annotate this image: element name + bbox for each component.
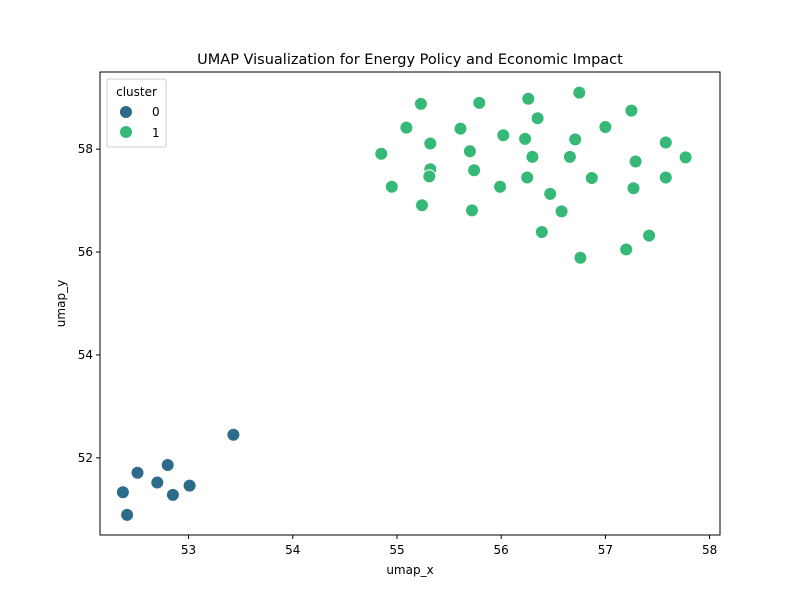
point-cluster-1-23 [520,170,535,185]
point-cluster-1-13 [658,135,673,150]
legend-marker-1 [119,125,133,139]
chart-title: UMAP Visualization for Energy Policy and… [197,52,623,68]
point-cluster-1-26 [384,179,399,194]
point-cluster-1-33 [534,225,549,239]
y-tick-label-1: 54 [78,348,93,362]
x-axis: 53 54 55 56 57 58 [181,535,717,557]
point-cluster-1-34 [642,228,657,243]
legend-title: cluster [116,85,157,99]
point-cluster-0-4 [115,485,130,500]
point-cluster-1-21 [467,163,482,178]
legend-label-0: 0 [152,105,160,119]
points-layer [115,85,693,522]
x-tick-label-2: 55 [389,543,404,557]
point-cluster-0-6 [182,478,197,493]
point-cluster-1-22 [422,169,437,184]
point-cluster-1-30 [415,198,429,213]
point-cluster-1-32 [554,204,569,219]
x-tick-label-3: 56 [494,543,509,557]
point-cluster-1-29 [626,181,641,196]
point-cluster-1-7 [496,128,511,143]
legend-label-1: 1 [152,126,160,140]
x-axis-label: umap_x [386,563,433,577]
point-cluster-1-31 [465,203,479,218]
point-cluster-0-3 [150,475,165,490]
point-cluster-1-19 [678,150,693,165]
plot-frame [99,71,721,536]
y-axis-label: umap_y [54,280,68,327]
point-cluster-1-17 [562,149,577,164]
point-cluster-0-1 [130,465,145,480]
y-tick-label-2: 56 [78,245,93,259]
point-cluster-1-1 [472,95,487,110]
point-cluster-1-18 [628,154,643,169]
point-cluster-1-0 [413,96,428,111]
point-cluster-1-28 [543,186,558,201]
point-cluster-1-11 [518,131,533,146]
legend-marker-0 [119,105,133,119]
y-axis: 52 54 56 58 [78,142,100,465]
point-cluster-0-5 [165,487,180,502]
x-tick-label-0: 53 [181,543,196,557]
point-cluster-1-25 [658,170,673,185]
point-cluster-1-36 [573,250,588,265]
point-cluster-0-0 [226,427,241,442]
point-cluster-1-12 [568,132,583,147]
point-cluster-1-15 [462,144,477,159]
point-cluster-1-35 [619,242,634,257]
point-cluster-0-2 [160,458,175,472]
point-cluster-1-16 [525,149,540,164]
point-cluster-1-9 [598,120,613,134]
y-tick-label-3: 58 [78,142,93,156]
point-cluster-1-24 [584,171,599,185]
x-tick-label-1: 54 [285,543,300,557]
point-cluster-1-4 [624,103,639,118]
legend: cluster 0 1 [106,78,167,148]
point-cluster-1-5 [399,120,414,135]
point-cluster-1-27 [493,179,508,194]
point-cluster-1-6 [453,121,468,136]
y-tick-label-0: 52 [78,451,93,465]
point-cluster-1-8 [530,111,545,126]
x-tick-label-4: 57 [598,543,613,557]
point-cluster-0-7 [120,507,135,522]
point-cluster-1-3 [572,85,587,100]
x-tick-label-5: 58 [702,543,717,557]
point-cluster-1-10 [423,136,438,151]
point-cluster-1-2 [521,91,536,106]
point-cluster-1-14 [374,146,389,161]
